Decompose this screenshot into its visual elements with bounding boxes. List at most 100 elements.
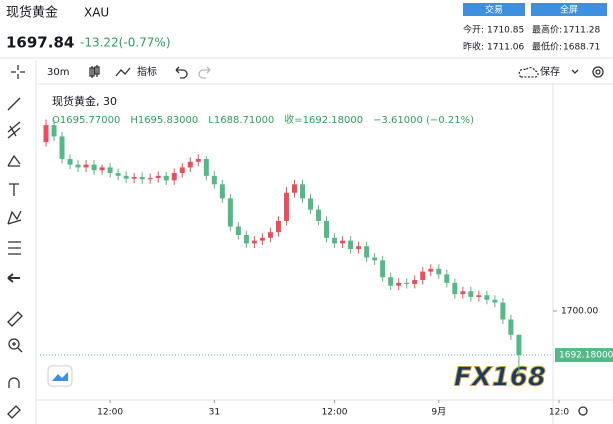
fib-tool[interactable] xyxy=(7,121,21,139)
stat-label: 今开: xyxy=(463,24,484,36)
x-tick-label: 9月 xyxy=(431,407,446,418)
watermark: FX168 xyxy=(454,363,546,393)
auto-scale-icon[interactable] xyxy=(52,372,68,381)
candle-body xyxy=(308,198,314,210)
ruler-tool[interactable] xyxy=(7,311,23,327)
candle-body xyxy=(356,246,362,250)
candle-body xyxy=(171,173,177,181)
candle-body xyxy=(51,125,57,137)
candle-body xyxy=(91,164,97,171)
last-price-tag xyxy=(555,348,613,363)
trade-button-label[interactable]: 交易 xyxy=(485,4,503,16)
candle-body xyxy=(404,282,410,284)
candle-body xyxy=(243,234,249,244)
candle-body xyxy=(211,175,217,185)
trade-button[interactable] xyxy=(463,3,525,16)
candle-body xyxy=(43,125,49,143)
candle-body xyxy=(219,184,225,199)
back-tool[interactable] xyxy=(7,273,20,283)
candle-body xyxy=(115,173,121,176)
candle-body xyxy=(75,164,81,168)
candle-body xyxy=(484,295,490,300)
axis-settings[interactable] xyxy=(578,406,588,416)
candle-body xyxy=(492,299,498,303)
redo-button[interactable] xyxy=(198,66,211,79)
indicators-button[interactable]: 指标 xyxy=(137,65,157,78)
candle-body xyxy=(452,282,458,295)
legend-value: L1688.71000 xyxy=(208,115,274,126)
candle-body xyxy=(291,184,297,193)
candle-body xyxy=(147,178,153,180)
candle-body xyxy=(380,260,386,278)
drawing-tools xyxy=(7,97,23,419)
candle-body xyxy=(428,268,434,272)
candle-body xyxy=(396,282,402,286)
fullscreen-button[interactable] xyxy=(531,3,607,16)
candle-body xyxy=(179,167,185,174)
save-button[interactable]: 保存 xyxy=(540,65,560,78)
candle-body xyxy=(500,302,506,320)
x-tick-label: 12:00 xyxy=(322,408,348,418)
text-tool[interactable] xyxy=(9,183,19,196)
cloud-icon[interactable] xyxy=(518,66,539,78)
magnet-tool[interactable] xyxy=(8,377,20,388)
candle-body xyxy=(436,268,442,275)
candle-body xyxy=(267,232,273,238)
fullscreen-button-label[interactable]: 全屏 xyxy=(560,4,578,16)
candle-body xyxy=(324,220,330,238)
undo-button[interactable] xyxy=(175,66,188,79)
candle-body xyxy=(203,158,209,176)
candle-body xyxy=(163,175,169,181)
interval-button[interactable]: 30m xyxy=(47,67,69,78)
settings-button[interactable] xyxy=(592,66,604,78)
crosshair-tool[interactable] xyxy=(11,65,25,79)
candle-body xyxy=(348,240,354,250)
candle-body xyxy=(388,277,394,286)
instrument-name: 现货黄金 xyxy=(6,5,58,21)
stat-label: 最低价: xyxy=(532,41,562,53)
candle-body xyxy=(187,161,193,168)
candle-body xyxy=(316,209,322,221)
zoom-tool[interactable] xyxy=(8,338,20,350)
line-tool[interactable] xyxy=(7,97,21,111)
current-price: 1697.84 xyxy=(6,34,74,52)
save-menu[interactable] xyxy=(571,69,579,74)
pattern-tool[interactable] xyxy=(7,154,21,167)
candle-body xyxy=(235,226,241,235)
zoom-tool-plus[interactable] xyxy=(12,342,23,353)
last-price-label: 1692.18000 xyxy=(559,351,613,361)
projection-tool[interactable] xyxy=(7,210,22,225)
chart-type-button[interactable] xyxy=(89,65,100,78)
price-change: -13.22(-0.77%) xyxy=(80,36,171,50)
candle-body xyxy=(83,164,89,168)
y-tick-label: 1700.00 xyxy=(561,307,598,317)
candle-body xyxy=(283,192,289,221)
candle-body xyxy=(364,246,370,258)
candle-body xyxy=(412,280,418,284)
candle-body xyxy=(59,136,65,159)
candle-body xyxy=(516,334,522,356)
candle-body xyxy=(332,237,338,244)
legend-value: O1695.77000 xyxy=(52,115,120,126)
candle-body xyxy=(123,175,129,179)
stat-label: 最高价: xyxy=(532,24,562,36)
candle-body xyxy=(155,175,161,179)
x-tick-label: 31 xyxy=(209,408,220,418)
x-tick-label: 12:00 xyxy=(97,408,123,418)
legend-value: 收=1692.18000 xyxy=(284,113,363,126)
indicator-icon[interactable] xyxy=(115,67,131,77)
candle-body xyxy=(340,240,346,244)
stat-value: 1710.85 xyxy=(487,26,524,36)
legend-value: −3.61000 (−0.21%) xyxy=(373,115,474,126)
candle-body xyxy=(300,184,305,199)
lock-tool[interactable] xyxy=(7,405,21,419)
candle-body xyxy=(67,158,73,165)
stat-value: 1711.28 xyxy=(563,26,600,36)
stat-label: 昨收: xyxy=(463,41,484,53)
candle-body xyxy=(227,198,233,227)
candle-body xyxy=(476,295,482,297)
stat-value: 1711.06 xyxy=(487,43,524,53)
measure-tool[interactable] xyxy=(8,241,21,255)
candle-body xyxy=(372,257,378,261)
